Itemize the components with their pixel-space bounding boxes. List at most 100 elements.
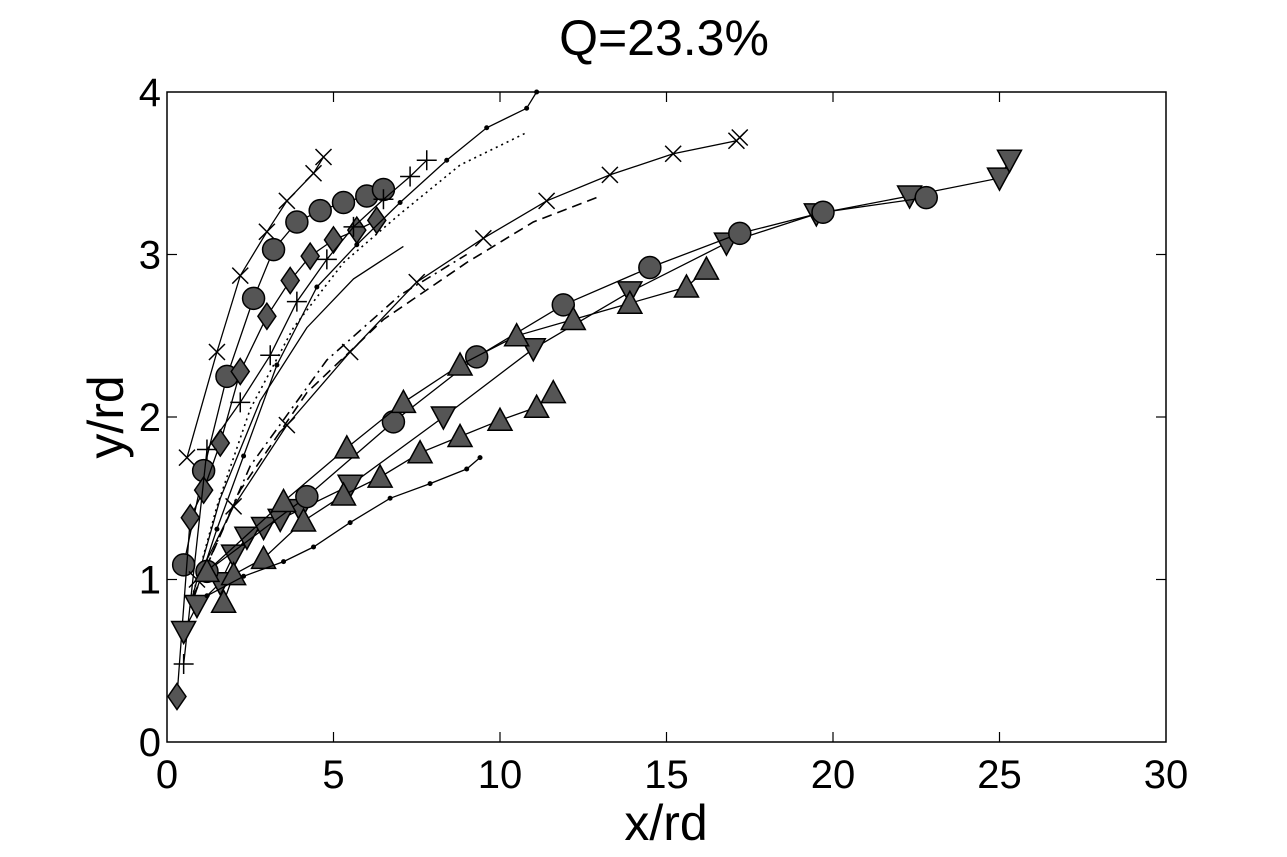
y-tick-label: 2 [139, 396, 161, 440]
triangle-up-marker [540, 379, 567, 404]
x-marker [474, 229, 492, 247]
data-series [189, 131, 527, 605]
circle-marker [551, 293, 576, 317]
x-tick-label: 15 [644, 753, 689, 797]
dot-marker [354, 242, 360, 248]
x-marker [208, 343, 226, 361]
x-marker [278, 192, 296, 210]
triangle-up-marker [616, 289, 644, 314]
triangle-up-marker [290, 507, 317, 532]
dot-marker [524, 105, 530, 111]
data-series [204, 455, 483, 599]
triangle-up-marker [333, 434, 361, 459]
x-tick-label: 30 [1144, 753, 1189, 797]
plus-marker [400, 166, 421, 187]
diamond-marker [230, 357, 251, 386]
plus-marker [343, 216, 364, 237]
x-marker [304, 164, 323, 182]
triangle-up-marker [503, 322, 530, 347]
diamond-marker [280, 266, 301, 295]
triangle-up-marker [446, 422, 474, 448]
x-marker [278, 416, 296, 434]
triangle-up-marker [270, 487, 297, 513]
x-marker [231, 267, 249, 285]
x-tick-label: 10 [478, 753, 523, 797]
circle-marker [308, 198, 332, 223]
y-tick-label: 0 [139, 721, 161, 765]
plus-marker [230, 392, 251, 413]
triangle-down-marker [996, 149, 1023, 174]
series-line [189, 245, 404, 605]
dot-marker [444, 157, 450, 163]
dot-marker [534, 89, 540, 95]
dot-marker [477, 455, 483, 461]
circle-marker [261, 237, 286, 262]
triangle-up-marker [673, 273, 700, 298]
data-series [171, 177, 396, 577]
triangle-down-marker [233, 526, 261, 551]
y-tick-label: 1 [139, 559, 161, 603]
series-line [189, 131, 527, 605]
triangle-down-marker [986, 167, 1013, 192]
data-series [193, 255, 720, 583]
triangle-up-marker [693, 255, 720, 280]
x-marker [538, 192, 556, 210]
x-tick-label: 25 [977, 753, 1022, 797]
circle-marker [638, 255, 662, 280]
chart-title: Q=23.3% [559, 10, 769, 66]
axis-ticks: 0 5 10 15 20 25 30 0 1 2 3 4 [139, 71, 1189, 797]
circle-marker [728, 221, 752, 246]
circle-marker [285, 210, 309, 234]
circle-marker [914, 185, 938, 210]
plus-marker [196, 439, 217, 460]
x-marker [178, 449, 196, 467]
plus-marker [286, 291, 307, 312]
x-axis-label: x/rd [624, 795, 707, 851]
dot-marker [241, 453, 247, 459]
dot-marker [281, 559, 287, 565]
y-tick-label: 3 [139, 234, 161, 278]
data-series [189, 245, 404, 605]
triangle-up-marker [366, 463, 394, 488]
data-series [192, 253, 468, 597]
triangle-up-marker [330, 481, 357, 506]
dot-marker [464, 466, 470, 472]
diamond-marker [193, 475, 214, 505]
plot-area [166, 91, 1167, 743]
series-layer [167, 89, 1023, 711]
triangle-down-marker [170, 620, 197, 646]
dot-marker [484, 125, 490, 131]
triangle-up-marker [523, 393, 550, 418]
dot-marker [311, 544, 317, 550]
diamond-marker [167, 682, 187, 711]
x-tick-label: 0 [156, 753, 178, 797]
plus-marker [416, 150, 437, 171]
triangle-up-marker [390, 388, 417, 414]
dot-marker [387, 495, 393, 501]
circle-marker [295, 484, 319, 509]
x-tick-label: 20 [811, 753, 856, 797]
circle-marker [241, 286, 266, 311]
series-line [183, 159, 428, 665]
x-marker [664, 145, 682, 163]
x-marker [601, 166, 619, 184]
dot-marker [314, 284, 320, 290]
triangle-down-marker [183, 594, 211, 620]
y-axis-label: y/rd [78, 375, 134, 458]
dot-marker [347, 520, 353, 526]
data-series [173, 150, 437, 674]
triangle-up-marker [486, 406, 514, 431]
plus-marker [173, 654, 194, 674]
series-line [192, 253, 468, 597]
x-marker [731, 128, 749, 147]
diamond-marker [256, 301, 277, 331]
triangle-up-marker [193, 557, 221, 583]
y-tick-label: 4 [139, 71, 161, 115]
series-line [183, 188, 384, 566]
dot-marker [427, 481, 433, 487]
circle-marker [171, 553, 196, 577]
data-series [178, 148, 333, 467]
diamond-marker [180, 503, 201, 533]
triangle-up-marker [406, 439, 434, 464]
